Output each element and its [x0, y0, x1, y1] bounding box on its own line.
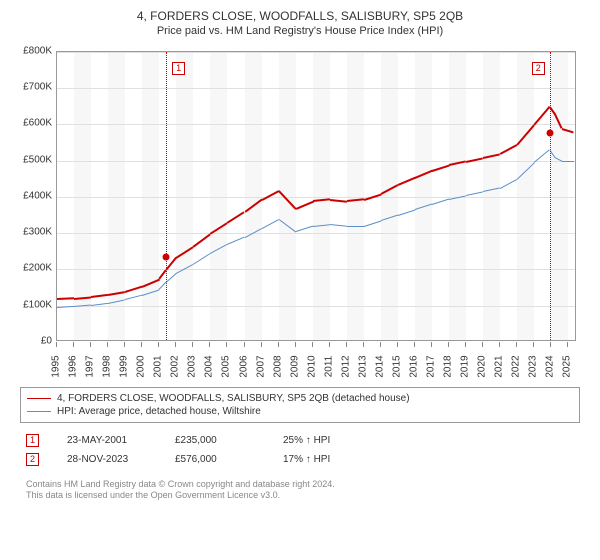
data-row: 1 23-MAY-2001 £235,000 25% ↑ HPI — [20, 431, 580, 450]
x-axis-label: 1998 — [102, 355, 113, 377]
x-axis-label: 1999 — [119, 355, 130, 377]
chart-marker: 2 — [532, 62, 545, 75]
x-axis-label: 2001 — [153, 355, 164, 377]
legend-label: HPI: Average price, detached house, Wilt… — [57, 406, 261, 417]
y-axis-label: £700K — [23, 82, 52, 93]
legend-item: 4, FORDERS CLOSE, WOODFALLS, SALISBURY, … — [27, 392, 573, 405]
chart-container: 4, FORDERS CLOSE, WOODFALLS, SALISBURY, … — [0, 0, 600, 560]
x-axis-label: 2004 — [204, 355, 215, 377]
x-axis-label: 2016 — [409, 355, 420, 377]
y-axis-label: £600K — [23, 118, 52, 129]
row-delta: 25% ↑ HPI — [283, 435, 363, 446]
legend-swatch — [27, 398, 51, 399]
plot-area: 12 — [56, 51, 576, 341]
data-row: 2 28-NOV-2023 £576,000 17% ↑ HPI — [20, 450, 580, 469]
x-axis-label: 2005 — [221, 355, 232, 377]
x-axis-label: 1995 — [51, 355, 62, 377]
y-axis-label: £400K — [23, 190, 52, 201]
x-axis-label: 2014 — [374, 355, 385, 377]
y-axis-label: £800K — [23, 45, 52, 56]
x-axis-label: 2018 — [443, 355, 454, 377]
chart-area: 12 £0£100K£200K£300K£400K£500K£600K£700K… — [10, 43, 590, 383]
chart-marker: 1 — [172, 62, 185, 75]
data-table: 1 23-MAY-2001 £235,000 25% ↑ HPI 2 28-NO… — [20, 431, 580, 469]
y-axis-label: £100K — [23, 299, 52, 310]
row-marker: 2 — [26, 453, 39, 466]
y-axis-label: £500K — [23, 154, 52, 165]
footnote-line: Contains HM Land Registry data © Crown c… — [26, 479, 574, 491]
x-axis-label: 2003 — [187, 355, 198, 377]
y-axis-label: £0 — [41, 335, 52, 346]
x-axis-label: 1996 — [68, 355, 79, 377]
row-date: 23-MAY-2001 — [67, 435, 147, 446]
x-axis-label: 2013 — [357, 355, 368, 377]
x-axis-label: 2017 — [426, 355, 437, 377]
y-axis-label: £200K — [23, 263, 52, 274]
x-axis-label: 2021 — [494, 355, 505, 377]
x-axis-label: 2022 — [511, 355, 522, 377]
footnote-line: This data is licensed under the Open Gov… — [26, 490, 574, 502]
row-delta: 17% ↑ HPI — [283, 454, 363, 465]
x-axis-label: 2023 — [528, 355, 539, 377]
x-axis-label: 1997 — [85, 355, 96, 377]
x-axis-label: 2007 — [255, 355, 266, 377]
row-price: £576,000 — [175, 454, 255, 465]
x-axis-label: 2010 — [306, 355, 317, 377]
row-price: £235,000 — [175, 435, 255, 446]
x-axis-label: 2020 — [477, 355, 488, 377]
chart-subtitle: Price paid vs. HM Land Registry's House … — [10, 25, 590, 37]
x-axis-label: 2006 — [238, 355, 249, 377]
x-axis-label: 2002 — [170, 355, 181, 377]
legend-label: 4, FORDERS CLOSE, WOODFALLS, SALISBURY, … — [57, 393, 410, 404]
x-axis-label: 2008 — [272, 355, 283, 377]
chart-title: 4, FORDERS CLOSE, WOODFALLS, SALISBURY, … — [10, 8, 590, 25]
x-axis-label: 2025 — [562, 355, 573, 377]
legend-item: HPI: Average price, detached house, Wilt… — [27, 405, 573, 418]
row-marker: 1 — [26, 434, 39, 447]
x-axis-label: 2024 — [545, 355, 556, 377]
x-axis-label: 2009 — [289, 355, 300, 377]
footnote: Contains HM Land Registry data © Crown c… — [20, 479, 580, 502]
legend: 4, FORDERS CLOSE, WOODFALLS, SALISBURY, … — [20, 387, 580, 423]
y-axis-label: £300K — [23, 227, 52, 238]
row-date: 28-NOV-2023 — [67, 454, 147, 465]
x-axis-label: 2000 — [136, 355, 147, 377]
x-axis-label: 2019 — [460, 355, 471, 377]
x-axis-label: 2012 — [340, 355, 351, 377]
x-axis-label: 2015 — [391, 355, 402, 377]
x-axis-label: 2011 — [323, 356, 334, 378]
legend-swatch — [27, 411, 51, 412]
